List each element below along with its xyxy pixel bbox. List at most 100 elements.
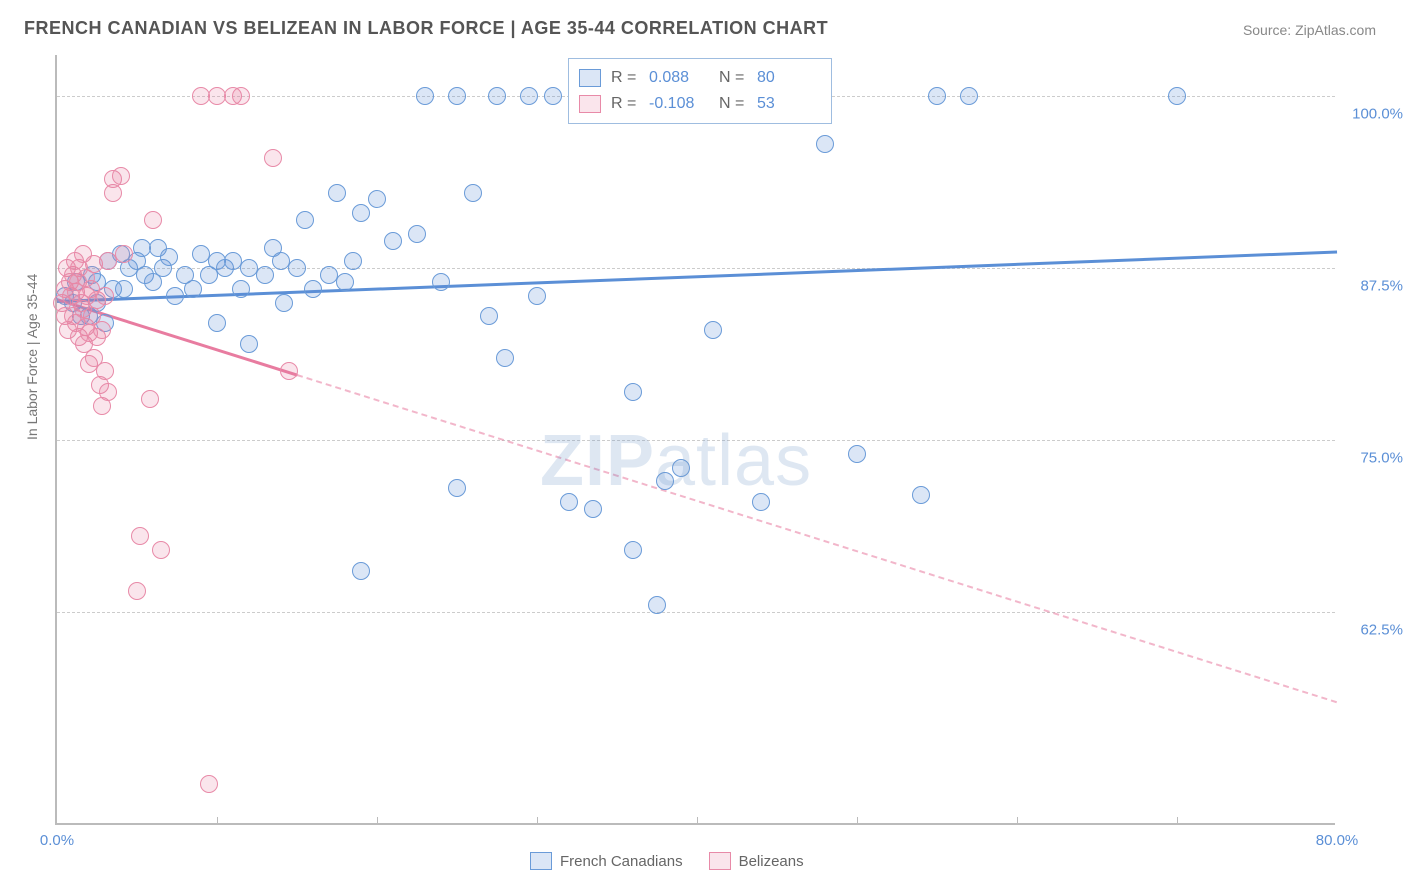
legend-label: French Canadians bbox=[560, 853, 683, 870]
legend-label: Belizeans bbox=[739, 853, 804, 870]
legend-item: French Canadians bbox=[530, 852, 683, 870]
data-point bbox=[848, 445, 866, 463]
data-point bbox=[280, 362, 298, 380]
chart-title: FRENCH CANADIAN VS BELIZEAN IN LABOR FOR… bbox=[24, 18, 828, 39]
data-point bbox=[208, 314, 226, 332]
data-point bbox=[96, 287, 114, 305]
data-point bbox=[200, 775, 218, 793]
data-point bbox=[704, 321, 722, 339]
legend-item: Belizeans bbox=[709, 852, 804, 870]
legend-swatch bbox=[579, 95, 601, 113]
data-point bbox=[131, 527, 149, 545]
data-point bbox=[112, 167, 130, 185]
data-point bbox=[232, 87, 250, 105]
data-point bbox=[128, 582, 146, 600]
data-point bbox=[928, 87, 946, 105]
n-value: 80 bbox=[757, 69, 817, 87]
data-point bbox=[656, 472, 674, 490]
data-point bbox=[288, 259, 306, 277]
data-point bbox=[275, 294, 293, 312]
data-point bbox=[448, 87, 466, 105]
data-point bbox=[464, 184, 482, 202]
data-point bbox=[488, 87, 506, 105]
data-point bbox=[352, 204, 370, 222]
data-point bbox=[144, 211, 162, 229]
data-point bbox=[115, 245, 133, 263]
data-point bbox=[912, 486, 930, 504]
data-point bbox=[304, 280, 322, 298]
data-point bbox=[99, 383, 117, 401]
data-point bbox=[232, 280, 250, 298]
data-point bbox=[520, 87, 538, 105]
data-point bbox=[152, 541, 170, 559]
gridline-h bbox=[57, 440, 1335, 441]
x-minor-tick bbox=[377, 817, 378, 825]
n-label: N = bbox=[719, 95, 747, 113]
data-point bbox=[141, 390, 159, 408]
data-point bbox=[1168, 87, 1186, 105]
data-point bbox=[480, 307, 498, 325]
legend-swatch bbox=[709, 852, 731, 870]
data-point bbox=[752, 493, 770, 511]
plot-area: 62.5%75.0%87.5%100.0%0.0%80.0% bbox=[55, 55, 1335, 825]
y-tick-label: 87.5% bbox=[1343, 278, 1403, 295]
data-point bbox=[416, 87, 434, 105]
y-tick-label: 62.5% bbox=[1343, 621, 1403, 638]
data-point bbox=[328, 184, 346, 202]
data-point bbox=[408, 225, 426, 243]
r-label: R = bbox=[611, 95, 639, 113]
data-point bbox=[166, 287, 184, 305]
x-tick-label: 80.0% bbox=[1316, 832, 1359, 849]
data-point bbox=[336, 273, 354, 291]
data-point bbox=[352, 562, 370, 580]
source-label: Source: ZipAtlas.com bbox=[1243, 22, 1376, 38]
x-minor-tick bbox=[217, 817, 218, 825]
y-tick-label: 100.0% bbox=[1343, 106, 1403, 123]
data-point bbox=[624, 541, 642, 559]
x-minor-tick bbox=[697, 817, 698, 825]
x-minor-tick bbox=[537, 817, 538, 825]
y-tick-label: 75.0% bbox=[1343, 450, 1403, 467]
data-point bbox=[448, 479, 466, 497]
bottom-legend: French Canadians Belizeans bbox=[530, 852, 804, 870]
data-point bbox=[115, 280, 133, 298]
x-tick-label: 0.0% bbox=[40, 832, 74, 849]
gridline-h bbox=[57, 612, 1335, 613]
data-point bbox=[296, 211, 314, 229]
data-point bbox=[496, 349, 514, 367]
n-label: N = bbox=[719, 69, 747, 87]
stats-box: R = 0.088 N = 80 R = -0.108 N = 53 bbox=[568, 58, 832, 124]
data-point bbox=[160, 248, 178, 266]
x-minor-tick bbox=[1017, 817, 1018, 825]
stats-row: R = -0.108 N = 53 bbox=[579, 91, 817, 117]
x-minor-tick bbox=[1177, 817, 1178, 825]
data-point bbox=[93, 321, 111, 339]
n-value: 53 bbox=[757, 95, 817, 113]
data-point bbox=[560, 493, 578, 511]
stats-row: R = 0.088 N = 80 bbox=[579, 65, 817, 91]
data-point bbox=[240, 335, 258, 353]
y-axis-label: In Labor Force | Age 35-44 bbox=[24, 274, 40, 440]
data-point bbox=[584, 500, 602, 518]
data-point bbox=[256, 266, 274, 284]
data-point bbox=[672, 459, 690, 477]
data-point bbox=[816, 135, 834, 153]
data-point bbox=[184, 280, 202, 298]
data-point bbox=[624, 383, 642, 401]
data-point bbox=[432, 273, 450, 291]
data-point bbox=[648, 596, 666, 614]
data-point bbox=[544, 87, 562, 105]
r-value: 0.088 bbox=[649, 69, 709, 87]
x-minor-tick bbox=[857, 817, 858, 825]
r-label: R = bbox=[611, 69, 639, 87]
data-point bbox=[384, 232, 402, 250]
legend-swatch bbox=[579, 69, 601, 87]
data-point bbox=[960, 87, 978, 105]
trend-line bbox=[297, 374, 1338, 703]
data-point bbox=[528, 287, 546, 305]
legend-swatch bbox=[530, 852, 552, 870]
r-value: -0.108 bbox=[649, 95, 709, 113]
data-point bbox=[344, 252, 362, 270]
data-point bbox=[264, 149, 282, 167]
data-point bbox=[368, 190, 386, 208]
